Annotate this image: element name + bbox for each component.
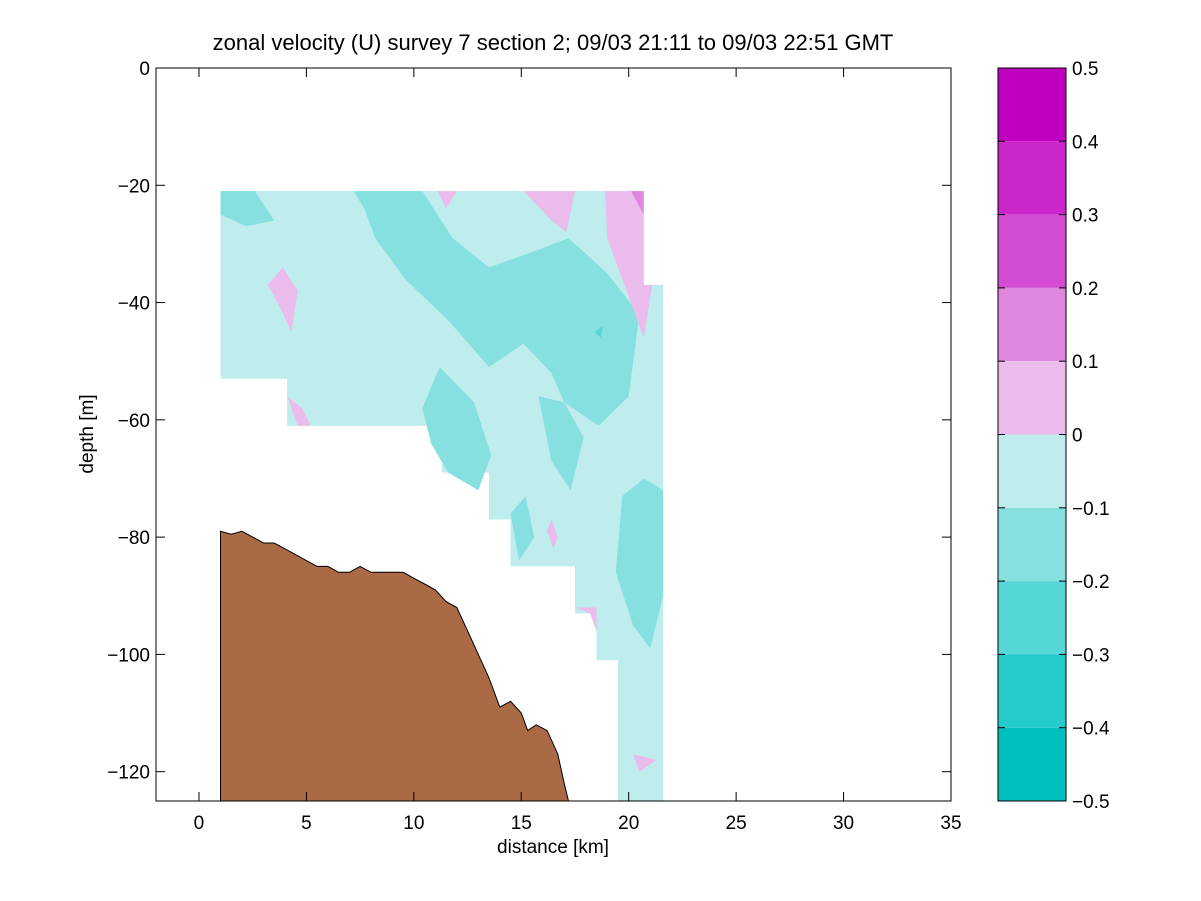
colorbar-swatch (998, 727, 1066, 801)
colorbar-swatch (998, 214, 1066, 288)
x-tick-label: 35 (940, 813, 961, 834)
x-tick-label: 20 (618, 813, 639, 834)
y-tick-label: 0 (139, 59, 150, 80)
x-axis: 0 5 10 15 20 25 30 35 (194, 68, 962, 834)
y-tick-label: −120 (107, 763, 150, 784)
x-tick-label: 10 (403, 813, 424, 834)
contour-region (287, 396, 311, 426)
colorbar-tick-label: −0.4 (1072, 719, 1110, 740)
contour-region (267, 267, 298, 332)
y-tick-label: −20 (118, 176, 150, 197)
colorbar-swatch (998, 434, 1066, 508)
colorbar-tick-label: 0.1 (1072, 352, 1098, 373)
plot-frame (155, 67, 952, 802)
contour-region (630, 191, 644, 215)
contour-region (353, 191, 640, 426)
contour-region (575, 607, 597, 631)
colorbar-tick-label: −0.5 (1072, 792, 1110, 813)
contour-region (510, 496, 535, 561)
contour-region (538, 396, 584, 491)
contour-region (633, 754, 657, 772)
colorbar: 0.5 0.4 0.3 0.2 0.1 0 −0.1 −0.2 −0.3 −0.4 −0.5 (997, 59, 1110, 813)
colorbar-swatch (998, 141, 1066, 215)
colorbar-swatch (998, 654, 1066, 728)
x-tick-label: 30 (833, 813, 854, 834)
colorbar-tick-label: −0.2 (1072, 572, 1110, 593)
contour-region (605, 191, 653, 338)
y-axis: 0 −20 −40 −60 −80 −100 −120 (107, 59, 951, 784)
x-tick-label: 25 (726, 813, 747, 834)
colorbar-swatch (998, 507, 1066, 582)
seafloor-area (220, 530, 570, 802)
colorbar-swatch (998, 361, 1066, 435)
plot-area: 0 5 10 15 20 25 30 35 0 −20 −40 −60 −80 −100 −120 (107, 59, 961, 834)
x-tick-label: 5 (301, 813, 312, 834)
colorbar-swatch (998, 581, 1066, 655)
y-tick-label: −100 (107, 645, 150, 666)
colorbar-tick-label: 0.4 (1072, 132, 1099, 153)
contour-region (220, 191, 275, 227)
velocity-field (220, 191, 664, 802)
y-axis-label: depth [m] (77, 394, 98, 473)
contour-region (594, 326, 603, 338)
colorbar-tick-label: 0 (1072, 426, 1083, 447)
y-tick-label: −80 (118, 528, 150, 549)
y-tick-label: −60 (118, 411, 150, 432)
contour-region (523, 191, 575, 233)
chart-title: zonal velocity (U) survey 7 section 2; 0… (213, 30, 894, 55)
colorbar-swatch (998, 68, 1066, 142)
seafloor-bathymetry (220, 530, 570, 802)
contour-region (615, 478, 664, 649)
colorbar-tick-label: 0.5 (1072, 59, 1098, 80)
colorbar-tick-label: 0.2 (1072, 279, 1098, 300)
colorbar-swatch (998, 287, 1066, 362)
contour-region (437, 191, 457, 209)
x-axis-label: distance [km] (497, 837, 609, 858)
colorbar-tick-label: 0.3 (1072, 206, 1098, 227)
colorbar-tick-label: −0.3 (1072, 645, 1110, 666)
colorbar-tick-label: −0.1 (1072, 499, 1110, 520)
contour-region (547, 519, 558, 549)
contour-region (422, 367, 492, 491)
x-tick-label: 15 (511, 813, 532, 834)
y-tick-label: −40 (118, 294, 150, 315)
x-tick-label: 0 (194, 813, 205, 834)
